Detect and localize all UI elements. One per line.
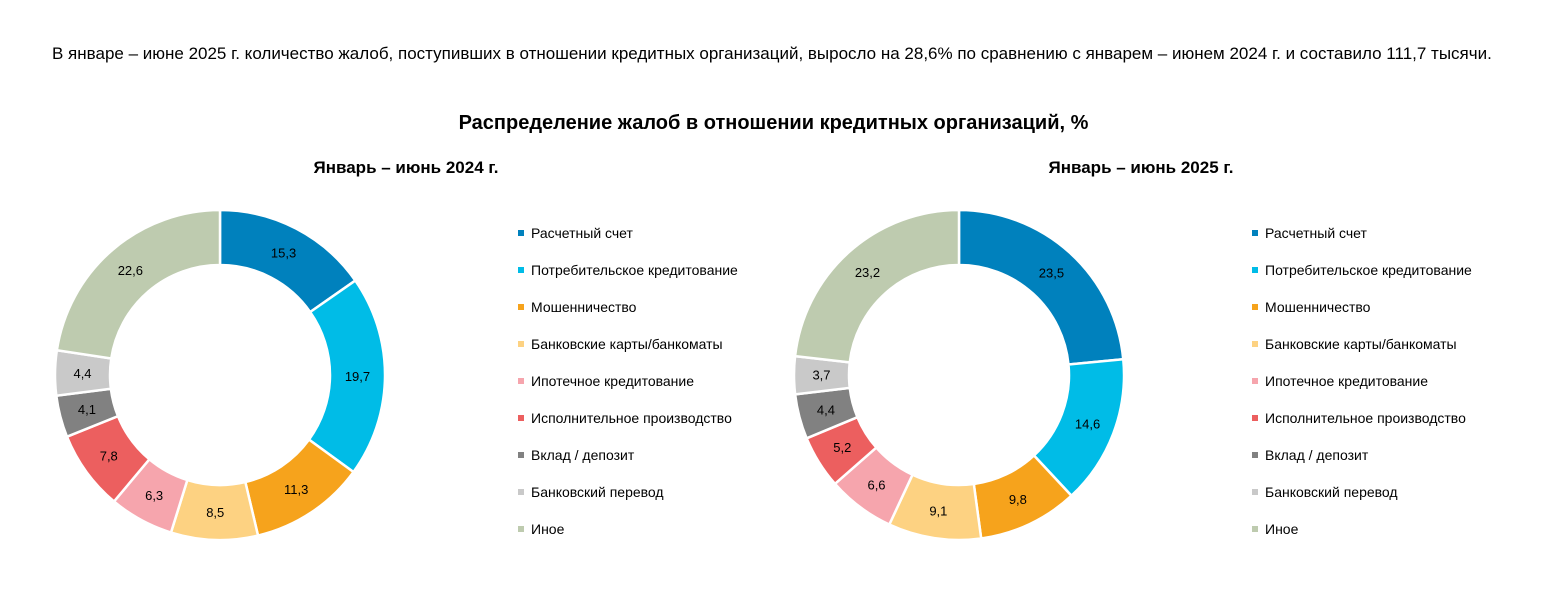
legend-label: Иное (1265, 521, 1299, 538)
legend-label: Исполнительное производство (531, 410, 732, 427)
donut-slice-9 (793, 208, 961, 364)
data-label: 22,6 (118, 263, 143, 278)
donut-slice-1 (957, 208, 1125, 366)
legend-label: Иное (531, 521, 565, 538)
legend-item: Иное (518, 511, 738, 548)
legend-label: Мошенничество (1265, 298, 1371, 315)
legend-label: Потребительское кредитование (1265, 261, 1472, 278)
data-label: 4,4 (817, 402, 835, 417)
legend-item: Потребительское кредитование (518, 251, 738, 288)
legend-label: Банковские карты/банкоматы (531, 335, 723, 352)
legend-swatch (518, 526, 524, 533)
legend-label: Банковский перевод (531, 484, 664, 501)
data-label: 19,7 (345, 369, 370, 384)
data-label: 5,2 (833, 440, 851, 455)
legend-swatch (1252, 266, 1258, 273)
data-label: 11,3 (284, 482, 308, 497)
legend-label: Расчетный счет (1265, 224, 1367, 241)
data-label: 23,5 (1039, 266, 1064, 281)
donut-2024-title: Январь – июнь 2024 г. (313, 158, 499, 177)
legend-label: Вклад / депозит (1265, 447, 1369, 464)
legend-item: Исполнительное производство (518, 399, 738, 436)
legend-label: Банковский перевод (1265, 484, 1398, 501)
legend-swatch (518, 452, 524, 459)
legend-swatch (1252, 415, 1258, 422)
legend-item: Вклад / депозит (518, 437, 738, 474)
legend-label: Ипотечное кредитование (1265, 372, 1429, 389)
chart-main-title: Распределение жалоб в отношении кредитны… (458, 112, 1089, 134)
legend-label: Вклад / депозит (531, 447, 635, 464)
data-label: 9,8 (1009, 492, 1027, 507)
legend-item: Мошенничество (1252, 288, 1472, 325)
legend-item: Расчетный счет (518, 214, 738, 251)
legend-item: Банковские карты/банкоматы (518, 325, 738, 362)
donut-2025-title: Январь – июнь 2025 г. (1048, 158, 1234, 177)
legend-item: Банковский перевод (1252, 474, 1472, 511)
legend-label: Банковские карты/банкоматы (1265, 335, 1457, 352)
data-label: 14,6 (1075, 416, 1100, 431)
legend-item: Расчетный счет (1252, 214, 1472, 251)
legend-swatch (1252, 229, 1258, 236)
data-label: 9,1 (929, 503, 947, 518)
legend-label: Расчетный счет (531, 224, 633, 241)
legend-swatch (1252, 303, 1258, 310)
data-label: 6,6 (867, 478, 885, 493)
legend-label: Ипотечное кредитование (531, 372, 695, 389)
data-label: 15,3 (271, 246, 296, 261)
legend-swatch (518, 340, 524, 347)
legend-swatch (1252, 377, 1258, 384)
legend-item: Вклад / депозит (1252, 437, 1472, 474)
donut-chart-2024: 15,3 19,7 11,3 8,5 6,3 7,8 4,1 4,4 22,6 (53, 208, 387, 542)
donut-chart-2025: 23,5 14,6 9,8 9,1 6,6 5,2 4,4 3,7 23,2 (792, 208, 1126, 542)
data-label: 7,8 (100, 448, 118, 463)
legend-item: Мошенничество (518, 288, 738, 325)
legend-item: Банковские карты/банкоматы (1252, 325, 1472, 362)
legend-2025: Расчетный счет Потребительское кредитован… (1252, 214, 1472, 548)
legend-item: Исполнительное производство (1252, 399, 1472, 436)
data-label: 8,5 (206, 505, 224, 520)
legend-swatch (518, 377, 524, 384)
data-label: 3,7 (812, 368, 830, 383)
legend-item: Иное (1252, 511, 1472, 548)
legend-item: Ипотечное кредитование (518, 362, 738, 399)
data-label: 6,3 (145, 488, 163, 503)
legend-label: Мошенничество (531, 298, 637, 315)
data-label: 23,2 (855, 265, 880, 280)
data-label: 4,4 (73, 366, 91, 381)
legend-swatch (518, 229, 524, 236)
legend-label: Потребительское кредитование (531, 261, 738, 278)
legend-swatch (1252, 489, 1258, 496)
legend-swatch (1252, 340, 1258, 347)
legend-item: Ипотечное кредитование (1252, 362, 1472, 399)
legend-swatch (1252, 526, 1258, 533)
legend-swatch (518, 303, 524, 310)
intro-paragraph: В январе – июне 2025 г. количество жалоб… (52, 44, 1492, 63)
legend-swatch (1252, 452, 1258, 459)
donut-slice-9 (55, 208, 222, 360)
legend-item: Банковский перевод (518, 474, 738, 511)
legend-swatch (518, 489, 524, 496)
legend-label: Исполнительное производство (1265, 410, 1466, 427)
legend-swatch (518, 266, 524, 273)
legend-item: Потребительское кредитование (1252, 251, 1472, 288)
data-label: 4,1 (78, 402, 96, 417)
legend-2024: Расчетный счет Потребительское кредитован… (518, 214, 738, 548)
legend-swatch (518, 415, 524, 422)
